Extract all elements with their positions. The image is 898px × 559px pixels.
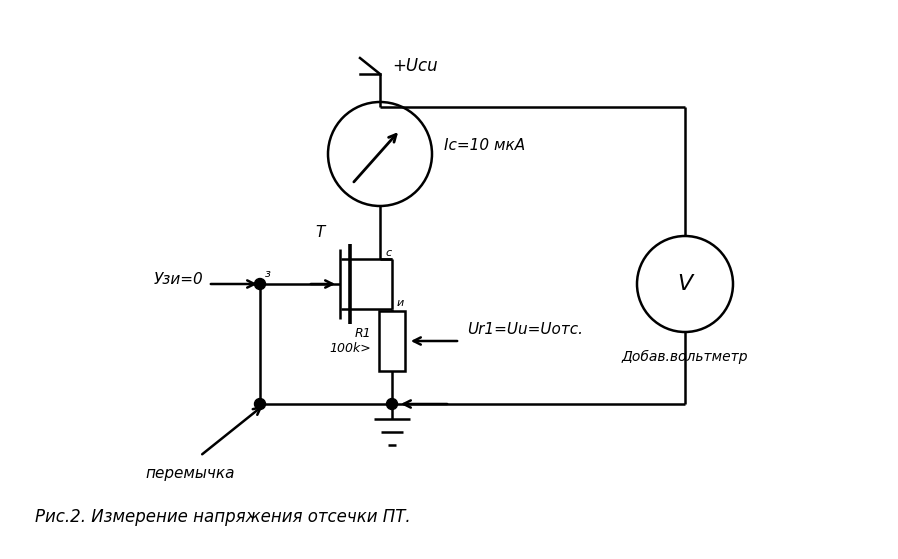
Text: перемычка: перемычка [145,466,234,481]
Circle shape [254,399,266,410]
Text: V: V [677,274,692,294]
Text: Ic=10 мкА: Ic=10 мкА [444,139,525,154]
Text: с: с [385,248,392,258]
Bar [379,311,405,371]
Text: Узи=0: Узи=0 [154,272,203,287]
Text: Добав.вольтметр: Добав.вольтметр [621,350,748,364]
Circle shape [254,278,266,290]
Text: T: T [315,225,324,240]
Text: R1
100k>: R1 100k> [330,327,371,355]
Text: з: з [265,269,271,279]
Text: Рис.2. Измерение напряжения отсечки ПТ.: Рис.2. Измерение напряжения отсечки ПТ. [35,508,410,526]
Circle shape [386,399,398,410]
Text: и: и [397,298,404,308]
Text: Ur1=Uu=Uотс.: Ur1=Uu=Uотс. [467,321,583,337]
Text: +Ucu: +Ucu [392,57,437,75]
